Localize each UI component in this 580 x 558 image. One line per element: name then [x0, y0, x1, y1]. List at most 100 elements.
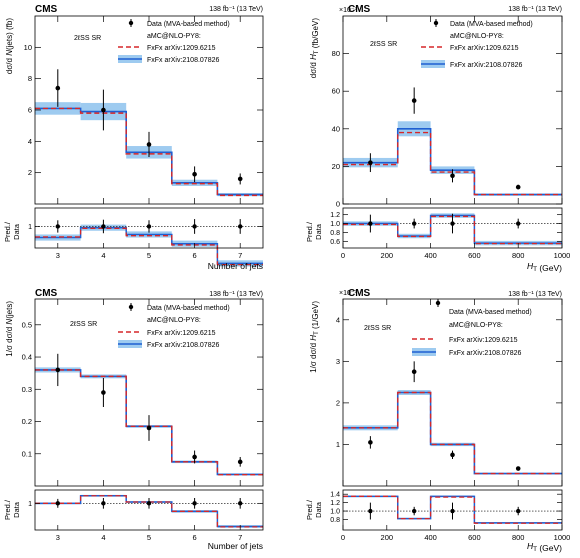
ratio-data-points-group — [368, 213, 521, 234]
panel-top-right: CMS 138 fb⁻¹ (13 TeV) 2ℓSS SR Pred./ Dat… — [305, 4, 570, 273]
ratio-ylabel-top: Pred./ — [305, 499, 314, 520]
y-tick-label: 80 — [332, 49, 340, 58]
legend: Data (MVA-based method) aMC@NLO-PY8: FxF… — [412, 299, 532, 357]
data-point — [368, 160, 373, 165]
legend-data-label: Data (MVA-based method) — [450, 21, 533, 28]
x-tick-label: 400 — [424, 533, 437, 542]
legend-data-marker — [435, 299, 441, 307]
ratio-data-point — [192, 224, 197, 229]
ratio-data-point — [411, 221, 417, 226]
lumi-label: 138 fb⁻¹ (13 TeV) — [508, 6, 562, 13]
ratio-ylabel-bottom: Data — [12, 501, 21, 518]
ratio-line-fxfx-1209-6215 — [35, 227, 263, 266]
data-points-group — [55, 353, 243, 467]
x-axis-label: Number of jets — [208, 541, 263, 551]
x-tick-label: 7 — [238, 533, 242, 542]
y-tick-label: 2 — [336, 398, 340, 407]
x-tick-label: 3 — [56, 533, 60, 542]
legend-fxfx-2012-label: FxFx arXiv:1209.6215 — [450, 45, 519, 52]
legend-fxfx-2012-label: FxFx arXiv:1209.6215 — [147, 330, 216, 337]
data-point — [192, 454, 197, 460]
legend-data-label: Data (MVA-based method) — [147, 305, 230, 312]
data-point — [515, 466, 521, 471]
ratio-ylabel-top: Pred./ — [3, 221, 12, 242]
y-tick-label: 1 — [336, 440, 340, 449]
x-tick-label: 600 — [468, 251, 481, 260]
prediction-band-group — [343, 121, 562, 196]
x-tick-label: 800 — [512, 533, 525, 542]
data-point — [450, 173, 455, 179]
ratio-data-points-group — [55, 219, 243, 234]
region-label: 2ℓSS SR — [370, 41, 397, 48]
ratio-ylabel-bottom: Data — [314, 501, 323, 518]
legend-data-marker — [433, 19, 439, 27]
x-tick-label: 6 — [193, 533, 197, 542]
legend-fxfx-2021-label: FxFx arXiv:2108.07826 — [147, 57, 219, 64]
ratio-data-points-group — [368, 502, 521, 520]
y-tick-label: 40 — [332, 124, 340, 133]
y-tick-label: 0.3 — [22, 385, 32, 394]
ratio-data-point — [55, 224, 60, 229]
data-points-group — [368, 87, 521, 190]
series-line-fxfx-1209-6215 — [343, 391, 562, 475]
x-tick-label: 1000 — [554, 533, 571, 542]
x-tick-label: 200 — [381, 251, 394, 260]
lumi-label: 138 fb⁻¹ (13 TeV) — [508, 291, 562, 298]
ratio-ylabel-bottom: Data — [12, 223, 21, 240]
y-tick-label: 0.5 — [22, 320, 32, 329]
panel-top-left: CMS 138 fb⁻¹ (13 TeV) 2ℓSS SR Pred./ Dat… — [3, 4, 264, 271]
x-axis-label: Number of jets — [208, 261, 263, 271]
ratio-data-point — [146, 501, 152, 506]
legend-data-marker — [128, 19, 134, 27]
ratio-data-point — [238, 224, 243, 229]
x-tick-label: 600 — [468, 533, 481, 542]
data-point — [411, 98, 417, 103]
legend: Data (MVA-based method) aMC@NLO-PY8: FxF… — [118, 303, 230, 349]
y-tick-label: 0.1 — [22, 449, 32, 458]
x-tick-label: 4 — [101, 251, 105, 260]
data-point — [101, 390, 106, 395]
y-tick-label: 4 — [28, 137, 32, 146]
ratio-y-tick-label: 1.2 — [330, 212, 340, 219]
y-axis-label: 1/σ dσ/d HT (1/GeV) — [309, 301, 320, 373]
legend-generator-header: aMC@NLO-PY8: — [449, 322, 503, 329]
data-points-group — [368, 361, 521, 471]
data-point — [450, 452, 455, 458]
y-tick-label: 6 — [28, 106, 32, 115]
data-point — [146, 142, 152, 147]
panel-bottom-left: CMS 138 fb⁻¹ (13 TeV) 2ℓSS SR Pred./ Dat… — [3, 288, 264, 551]
ratio-y-tick-label: 1 — [28, 224, 32, 231]
lumi-label: 138 fb⁻¹ (13 TeV) — [209, 6, 263, 13]
ratio-data-point — [516, 508, 521, 514]
legend-data-label: Data (MVA-based method) — [449, 309, 532, 316]
cms-label: CMS — [35, 4, 58, 15]
ratio-plot-frame — [342, 207, 563, 249]
y-tick-label: 0.4 — [22, 353, 32, 362]
y-tick-label: 3 — [336, 357, 340, 366]
ratio-plot-frame — [34, 489, 264, 531]
ratio-ylabel-top: Pred./ — [3, 499, 12, 520]
y-tick-label: 8 — [28, 74, 32, 83]
lumi-label: 138 fb⁻¹ (13 TeV) — [209, 291, 263, 298]
legend-data-marker — [128, 303, 134, 311]
ratio-data-point — [238, 501, 243, 506]
ratio-ylabel-bottom: Data — [314, 223, 323, 240]
ratio-y-tick-label: 0.8 — [330, 230, 340, 237]
data-point — [192, 171, 197, 177]
region-label: 2ℓSS SR — [70, 321, 97, 328]
cms-label: CMS — [348, 4, 371, 15]
x-tick-label: 200 — [381, 533, 394, 542]
legend-fxfx-2021-label: FxFx arXiv:2108.07826 — [147, 342, 219, 349]
data-point — [515, 184, 521, 190]
legend-fxfx-2012-label: FxFx arXiv:1209.6215 — [147, 45, 216, 52]
x-tick-label: 0 — [341, 251, 345, 260]
x-tick-label: 6 — [193, 251, 197, 260]
y-axis-exponent: ×10⁻³ — [339, 7, 358, 14]
data-points-group — [55, 69, 243, 185]
ratio-line-fxfx-1209-6215 — [35, 495, 263, 528]
data-point — [146, 425, 152, 431]
x-tick-label: 3 — [56, 251, 60, 260]
x-tick-label: 5 — [147, 251, 151, 260]
ratio-y-tick-label: 1.0 — [330, 509, 340, 516]
ratio-line-fxfx-1209-6215 — [343, 215, 562, 245]
